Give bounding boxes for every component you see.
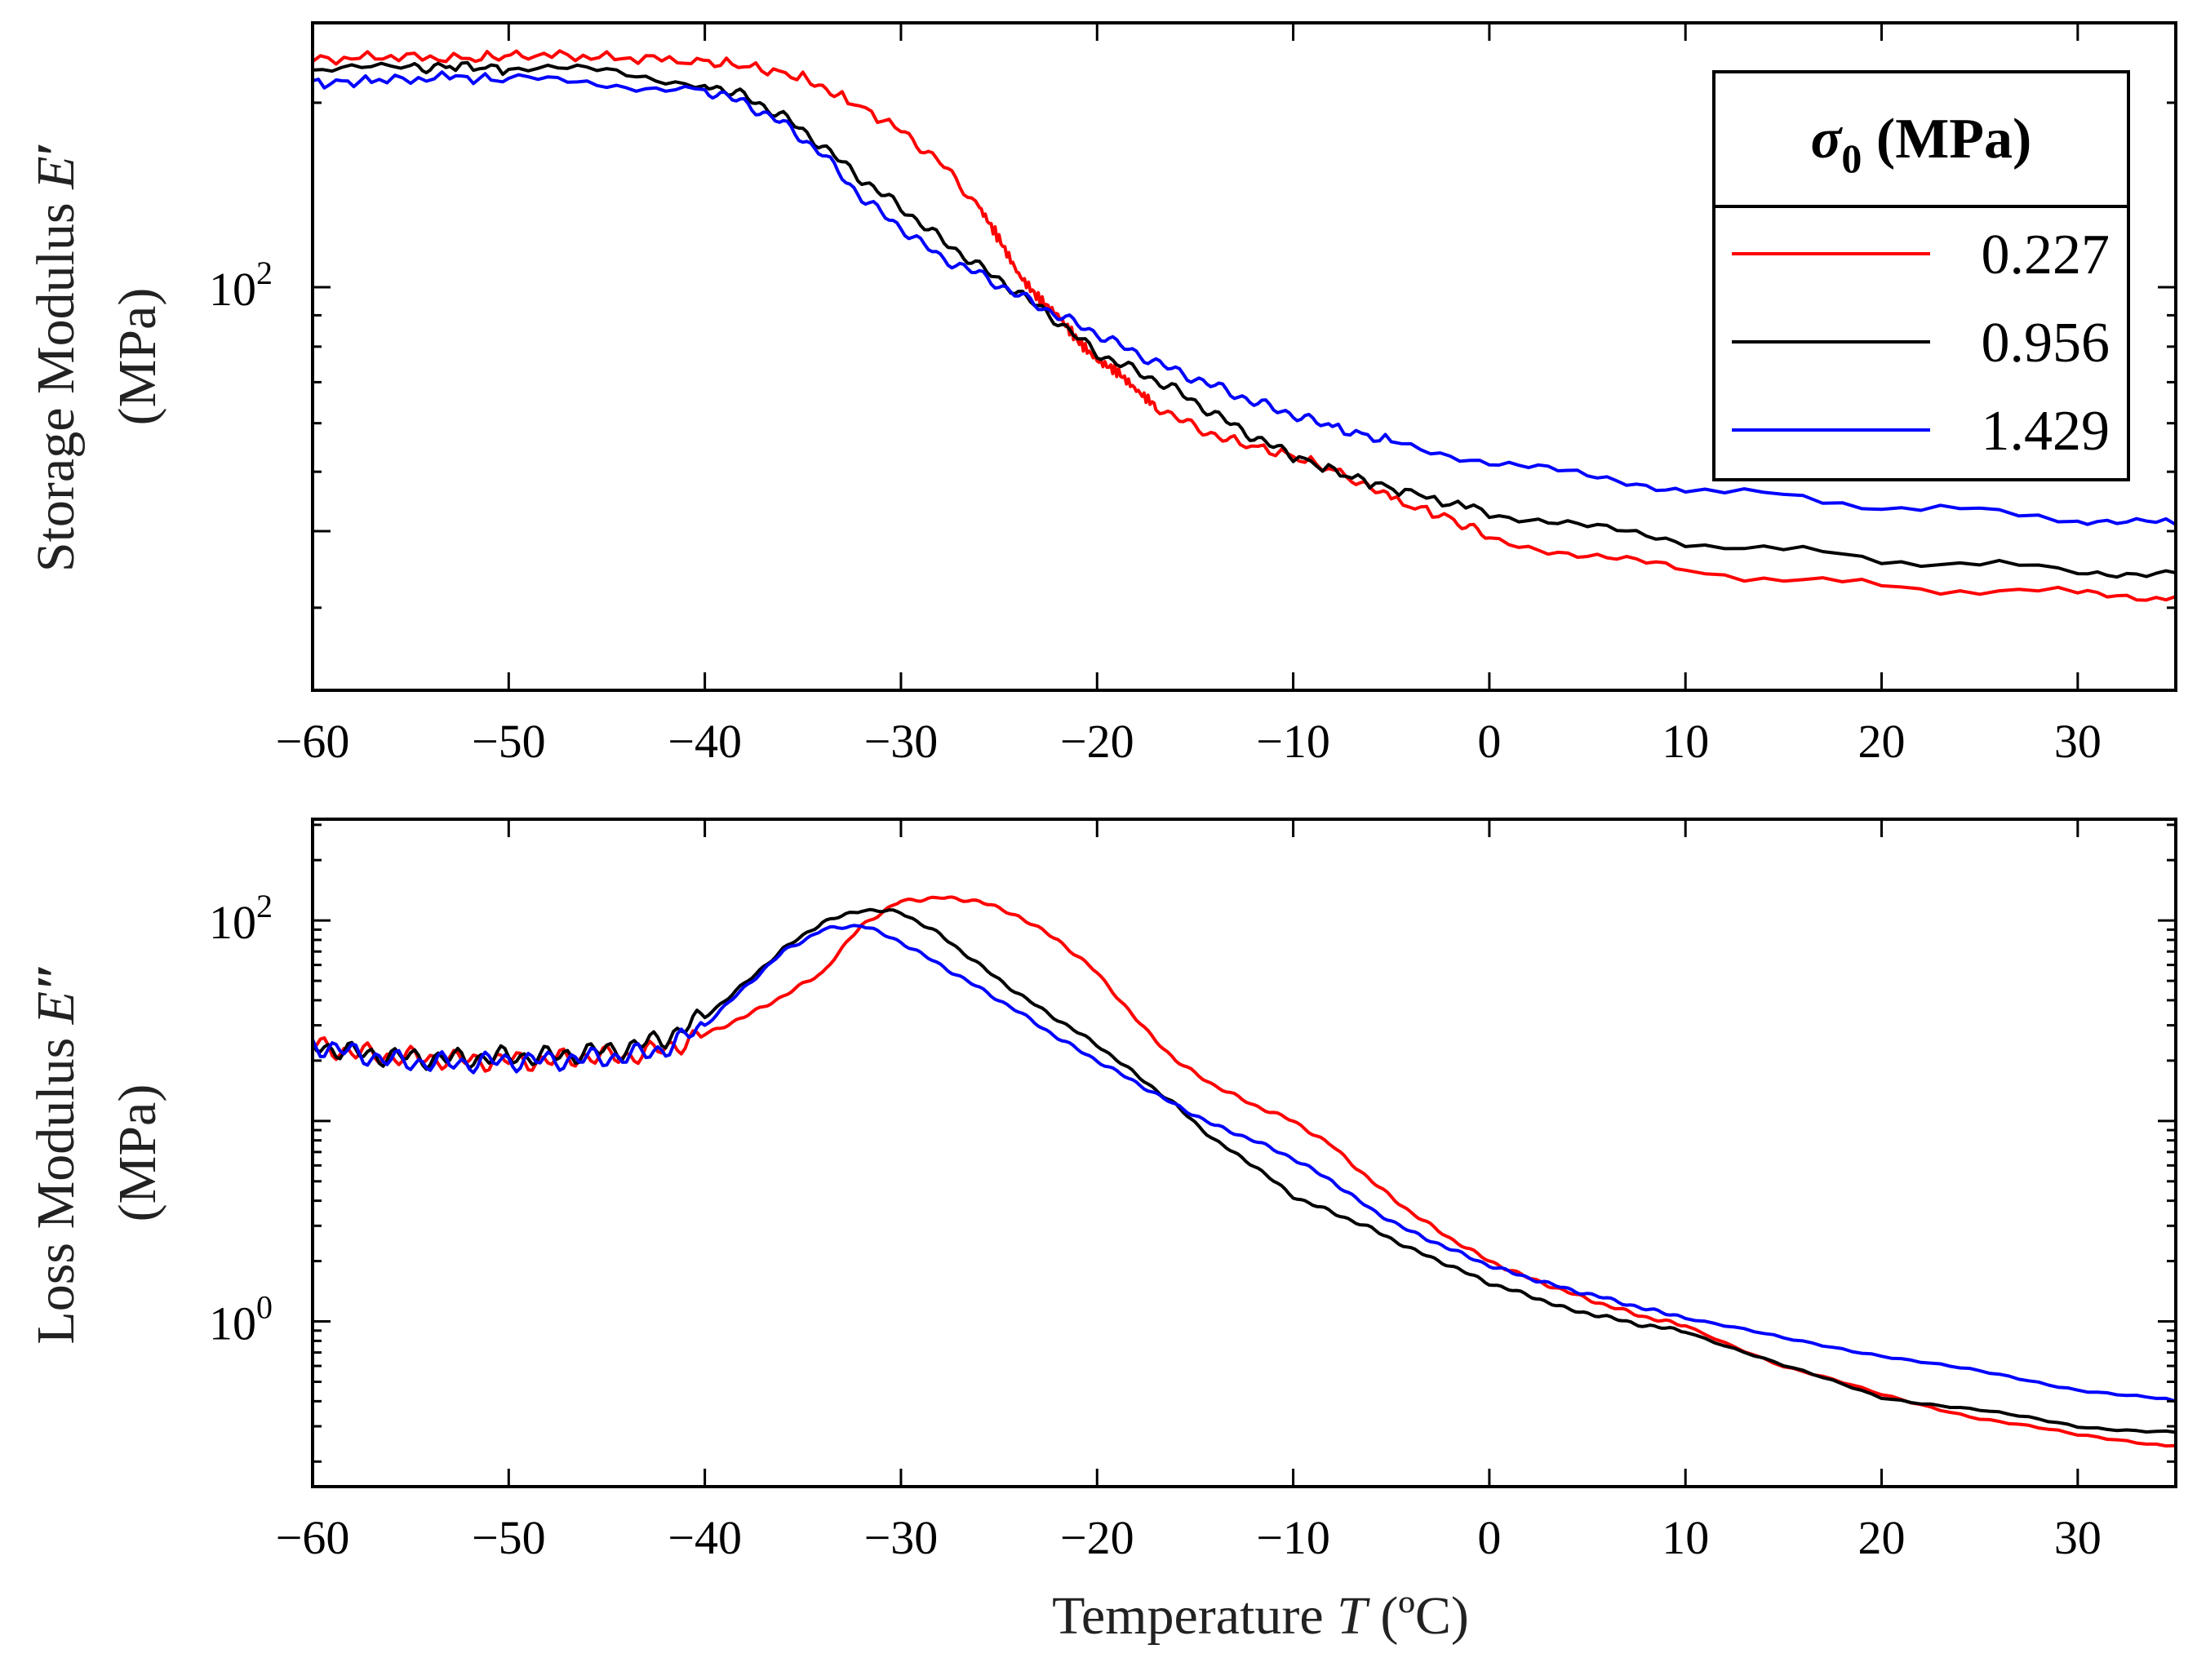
legend-label: 0.956 bbox=[1982, 312, 2110, 375]
storage-xtick-label: −30 bbox=[864, 715, 939, 768]
storage-ylabel-unit: (MPa) bbox=[108, 288, 167, 426]
storage-xtick-label: −40 bbox=[668, 715, 742, 768]
loss-ytick-label-exp: 0 bbox=[256, 1289, 273, 1326]
loss-axes-frame bbox=[311, 818, 2177, 1488]
storage-xtick-label: 20 bbox=[1858, 715, 1906, 768]
loss-ytick-label-base: 10 bbox=[209, 896, 256, 949]
loss-xtick-label: 30 bbox=[2054, 1511, 2102, 1564]
loss-xtick-label: 0 bbox=[1477, 1511, 1501, 1564]
loss-ytick-label-exp: 2 bbox=[256, 888, 273, 924]
legend-title-unit: (MPa) bbox=[1862, 108, 2031, 171]
loss-series-0.227 bbox=[313, 895, 2176, 1448]
loss-ylabel: Loss Modulus E″ bbox=[26, 961, 86, 1344]
loss-xtick-label: −10 bbox=[1256, 1511, 1330, 1564]
legend-box bbox=[1712, 70, 2130, 481]
loss-ylabel-symbol: E bbox=[26, 991, 86, 1025]
storage-xtick-label: −50 bbox=[472, 715, 546, 768]
loss-series-group bbox=[313, 895, 2176, 1448]
storage-series-1.429 bbox=[313, 70, 2176, 526]
loss-xtick-label: −40 bbox=[668, 1511, 742, 1564]
loss-series-1.429 bbox=[313, 924, 2176, 1403]
storage-ylabel-symbol: E bbox=[26, 156, 86, 189]
loss-xtick-label: −60 bbox=[276, 1511, 350, 1564]
loss-ylabel-prime: ″ bbox=[26, 961, 86, 991]
loss-xtick-label: 20 bbox=[1858, 1511, 1906, 1564]
storage-xtick-label: 30 bbox=[2054, 715, 2102, 768]
storage-xtick-label: −20 bbox=[1060, 715, 1134, 768]
storage-xtick-label: −60 bbox=[276, 715, 350, 768]
storage-xtick-label: 10 bbox=[1662, 715, 1709, 768]
storage-ylabel-prime: ′ bbox=[26, 141, 86, 157]
legend-label: 0.227 bbox=[1982, 224, 2110, 286]
storage-ytick-label-exp: 2 bbox=[256, 255, 273, 291]
loss-ytick-label: 100 bbox=[209, 1289, 273, 1350]
storage-series-0.956 bbox=[313, 60, 2176, 579]
loss-series-0.956 bbox=[313, 907, 2176, 1434]
storage-ytick-label-base: 10 bbox=[209, 263, 256, 316]
storage-series-group bbox=[313, 49, 2176, 602]
loss-xlabel-symbol: T bbox=[1337, 1586, 1370, 1646]
legend-title-sub: 0 bbox=[1841, 135, 1862, 181]
loss-ylabel-unit: (MPa) bbox=[108, 1084, 167, 1222]
loss-xtick-label: 10 bbox=[1662, 1511, 1709, 1564]
storage-ytick-label: 102 bbox=[209, 255, 273, 316]
loss-xtick-label: −50 bbox=[472, 1511, 546, 1564]
loss-ytick-label: 102 bbox=[209, 888, 273, 949]
storage-ylabel: Storage Modulus E′ bbox=[26, 141, 86, 572]
loss-xlabel-unit: (ºC) bbox=[1367, 1586, 1469, 1646]
storage-ylabel-text: Storage Modulus bbox=[26, 189, 86, 572]
loss-ytick-label-base: 10 bbox=[209, 1297, 256, 1350]
legend: σ0 (MPa) 0.227 0.956 1.429 bbox=[1712, 70, 2130, 481]
loss-xlabel-text: Temperature bbox=[1052, 1586, 1337, 1646]
legend-title-symbol: σ bbox=[1811, 108, 1844, 171]
storage-axes-frame bbox=[311, 21, 2177, 692]
storage-xtick-label: −10 bbox=[1256, 715, 1330, 768]
storage-xtick-label: 0 bbox=[1477, 715, 1501, 768]
loss-xtick-label: −30 bbox=[864, 1511, 939, 1564]
loss-xlabel: Temperature T (ºC) bbox=[1052, 1586, 1469, 1646]
loss-ylabel-text: Loss Modulus bbox=[26, 1024, 86, 1344]
loss-xtick-label: −20 bbox=[1060, 1511, 1134, 1564]
legend-label: 1.429 bbox=[1982, 400, 2110, 463]
legend-title: σ0 (MPa) bbox=[1811, 108, 2032, 181]
